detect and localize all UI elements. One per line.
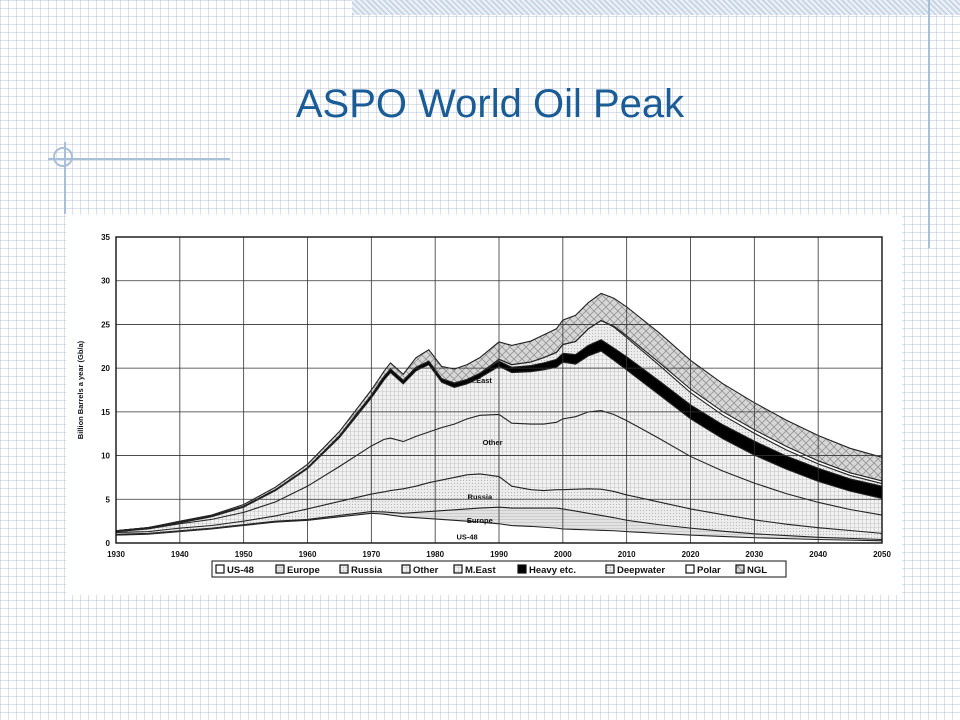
y-tick-label: 5 — [106, 495, 111, 504]
legend-box — [211, 560, 787, 578]
x-tick-label: 2050 — [873, 550, 891, 559]
legend-swatch — [275, 564, 285, 574]
y-tick-label: 25 — [101, 320, 110, 329]
slide-title: ASPO World Oil Peak — [295, 82, 685, 126]
x-tick-label: 1960 — [299, 550, 317, 559]
legend-swatch — [605, 564, 615, 574]
annotation-m-east: M.East — [468, 376, 493, 385]
legend: US-48 Europe Russia Other M.East Heavy etc. De… — [211, 560, 787, 578]
legend-item: Europe — [275, 564, 320, 576]
legend-swatch — [453, 564, 463, 574]
legend-swatch — [685, 564, 695, 574]
decoration-circle — [53, 147, 73, 167]
x-tick-label: 1980 — [426, 550, 444, 559]
legend-item: Heavy etc. — [517, 564, 576, 576]
legend-label: Other — [413, 565, 439, 576]
decoration-vertical-line — [928, 0, 930, 248]
decoration-short-vertical-line — [64, 142, 66, 214]
x-tick-label: 1930 — [107, 550, 125, 559]
legend-swatch — [735, 564, 745, 574]
x-tick-label: 2030 — [745, 550, 763, 559]
y-axis-label: Billion Barrels a year (Gb/a) — [76, 340, 85, 439]
legend-label: Russia — [351, 565, 383, 576]
y-tick-label: 35 — [101, 233, 110, 242]
annotation-us-48: US-48 — [456, 533, 477, 542]
annotation-other: Other — [483, 438, 503, 447]
legend-item: Deepwater — [605, 564, 665, 576]
y-tick-label: 15 — [101, 408, 110, 417]
header-decoration-band — [352, 0, 960, 15]
legend-swatch — [339, 564, 349, 574]
legend-swatch — [517, 564, 527, 574]
y-tick-label: 10 — [101, 452, 110, 461]
legend-swatch — [401, 564, 411, 574]
annotation-europe: Europe — [467, 516, 493, 525]
legend-item: US-48 — [215, 564, 254, 576]
x-tick-label: 2020 — [682, 550, 700, 559]
legend-label: Europe — [287, 565, 320, 576]
legend-label: US-48 — [227, 565, 254, 576]
y-tick-label: 20 — [101, 364, 110, 373]
x-tick-label: 2010 — [618, 550, 636, 559]
legend-label: NGL — [747, 565, 767, 576]
legend-label: Polar — [697, 565, 721, 576]
plot-border — [115, 236, 883, 544]
y-tick-label: 30 — [101, 277, 110, 286]
legend-item: Russia — [339, 564, 383, 576]
decoration-horizontal-line — [48, 158, 230, 160]
x-tick-label: 1950 — [235, 550, 253, 559]
annotation-russia: Russia — [468, 492, 493, 501]
oil-production-chart: 0 5 10 15 20 25 30 35 1930 1940 1950 1960 1970 1980 19… — [76, 233, 891, 578]
area-heavy-etc — [116, 339, 882, 532]
chart-container: 0 5 10 15 20 25 30 35 1930 1940 1950 1960 1970 1980 19… — [66, 215, 902, 595]
legend-label: M.East — [465, 565, 496, 576]
x-tick-label: 2000 — [554, 550, 572, 559]
legend-item: M.East — [453, 564, 496, 576]
x-tick-label: 1970 — [362, 550, 380, 559]
legend-item: NGL — [735, 564, 767, 576]
x-tick-label: 1940 — [171, 550, 189, 559]
y-tick-label: 0 — [106, 539, 111, 548]
legend-swatch — [215, 564, 225, 574]
area-deepwater — [116, 320, 882, 531]
legend-label: Deepwater — [617, 565, 665, 576]
legend-item: Other — [401, 564, 439, 576]
x-tick-label: 1990 — [490, 550, 508, 559]
legend-label: Heavy etc. — [529, 565, 576, 576]
legend-item: Polar — [685, 564, 721, 576]
x-tick-label: 2040 — [809, 550, 827, 559]
